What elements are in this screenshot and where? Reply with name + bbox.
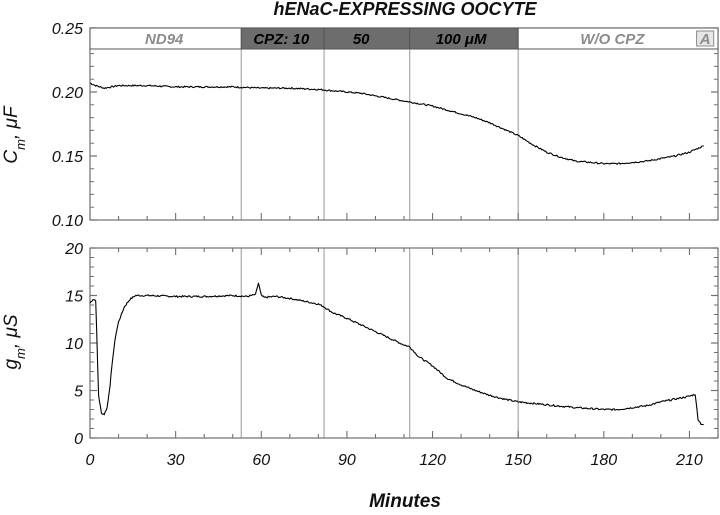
- x-tick-label: 30: [167, 452, 185, 469]
- x-tick-label: 0: [86, 452, 95, 469]
- x-tick-label: 150: [505, 452, 532, 469]
- x-tick-label: 60: [252, 452, 270, 469]
- solution-marker-label: A: [699, 31, 711, 48]
- y-tick-label: 20: [64, 241, 83, 258]
- conductance-y-axis-label: gm, μS: [1, 314, 28, 369]
- x-tick-label: 90: [338, 452, 356, 469]
- y-tick-label: 0.15: [52, 149, 83, 166]
- conductance-panel: 0 5 10 15 20 0 30 60 90 120 150 180 210: [64, 241, 719, 469]
- solution-segment-label: ND94: [145, 31, 184, 48]
- solution-segment: [517, 27, 719, 50]
- plot-frame: [89, 27, 719, 221]
- solution-segment-label: 50: [353, 31, 370, 48]
- capacitance-y-axis-label: Cm, μF: [1, 105, 28, 164]
- solution-segment-label: CPZ: 10: [253, 31, 310, 48]
- y-tick-label: 5: [74, 384, 83, 401]
- x-tick-label: 210: [675, 452, 703, 469]
- solution-segment-label: W/O CPZ: [580, 31, 645, 48]
- x-axis-label: Minutes: [369, 491, 441, 512]
- solution-marker-box: [696, 30, 715, 47]
- y-tick-label: 10: [65, 336, 83, 353]
- y-tick-label: 0.25: [52, 21, 83, 38]
- chart-title: hENaC-EXPRESSING OOCYTE: [273, 0, 537, 19]
- data-series-line: [89, 282, 704, 426]
- y-tick-label: 0: [74, 431, 83, 448]
- y-tick-label: 15: [65, 289, 83, 306]
- solution-segment-label: 100 μM: [436, 31, 487, 48]
- y-tick-label: 0.10: [52, 213, 83, 230]
- x-tick-label: 180: [590, 452, 617, 469]
- y-tick-label: 0.20: [52, 85, 83, 102]
- x-tick-label: 120: [419, 452, 446, 469]
- data-series-line: [89, 82, 704, 165]
